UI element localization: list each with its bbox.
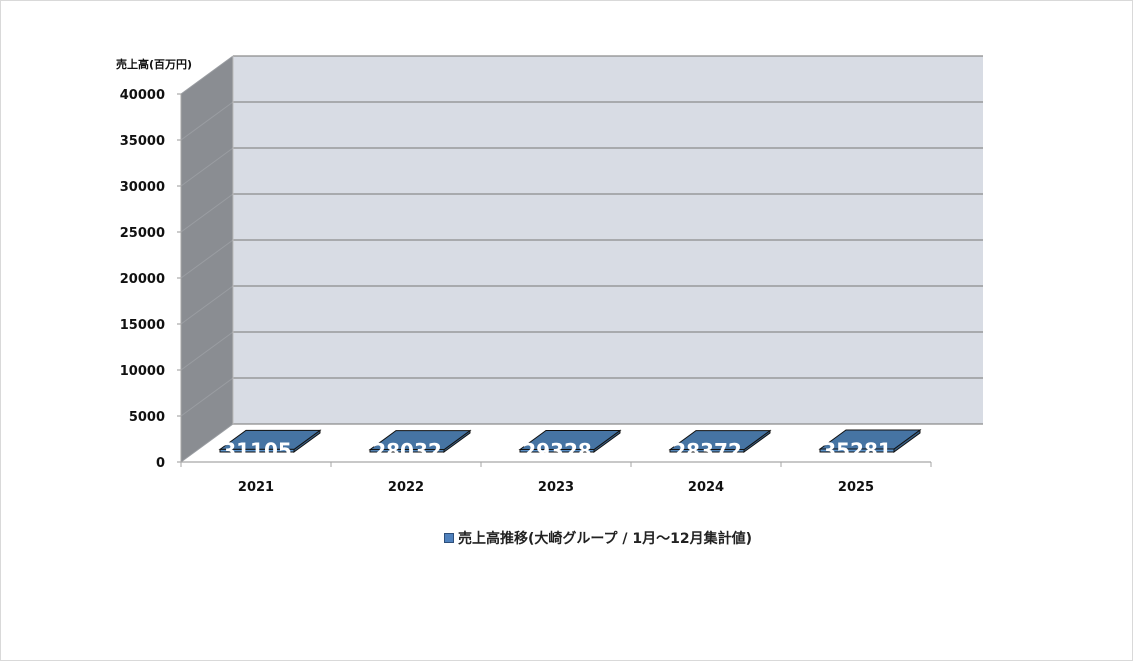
data-label: 35281 [822, 439, 892, 463]
bar-2024: 28372 [668, 429, 772, 463]
legend-label: 売上高推移(大崎グループ / 1月〜12月集計値) [458, 531, 753, 547]
y-tick-label: 30000 [120, 180, 165, 195]
x-tick-label: 2023 [538, 480, 574, 495]
y-tick-label: 40000 [120, 88, 165, 103]
chart-walls [181, 56, 983, 462]
data-label: 29328 [522, 439, 592, 463]
y-axis-title: 売上高(百万円) [116, 57, 192, 71]
x-tick-label: 2021 [238, 480, 274, 495]
bar-2021: 31105 [218, 429, 322, 463]
y-tick-label: 20000 [120, 272, 165, 287]
x-tick-label: 2025 [838, 480, 874, 495]
legend-swatch-icon [444, 533, 454, 543]
bar-2023: 29328 [518, 429, 622, 463]
legend: 売上高推移(大崎グループ / 1月〜12月集計値) [444, 528, 752, 548]
bars: 31105 28032 29328 28372 35281 [218, 429, 922, 463]
x-tick-label: 2024 [688, 480, 724, 495]
y-tick-label: 5000 [129, 410, 165, 425]
y-tick-label: 35000 [120, 134, 165, 149]
bar-2022: 28032 [368, 429, 472, 463]
y-tick-label: 15000 [120, 318, 165, 333]
y-tick-label: 0 [156, 456, 165, 471]
axes: 0 5000 10000 15000 20000 25000 30000 35000 40000… [120, 56, 932, 495]
data-label: 31105 [222, 439, 292, 463]
bar-2025: 35281 [818, 429, 922, 463]
gridlines [180, 55, 983, 463]
data-label: 28032 [372, 439, 442, 463]
data-label: 28372 [672, 439, 742, 463]
x-tick-label: 2022 [388, 480, 424, 495]
y-tick-label: 25000 [120, 226, 165, 241]
y-tick-label: 10000 [120, 364, 165, 379]
